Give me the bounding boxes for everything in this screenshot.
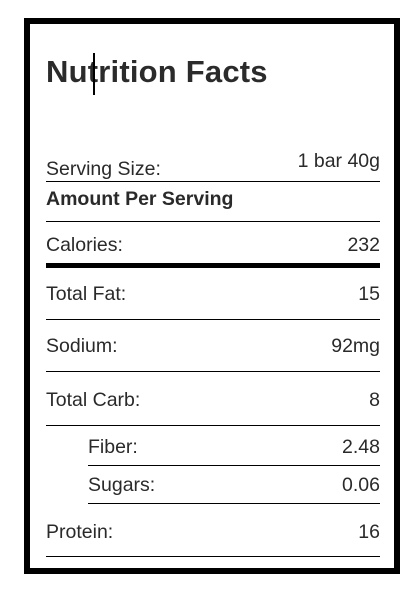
protein-label: Protein: <box>46 521 114 543</box>
nutrient-value: 15 <box>358 283 380 305</box>
protein-row: Protein: 16 <box>46 504 380 557</box>
nutrient-row-total-fat: Total Fat: 15 <box>46 268 380 320</box>
nutrient-label: Sodium: <box>46 335 118 357</box>
serving-size-row: Serving Size: 1 bar 40g <box>46 142 380 182</box>
nutrient-row-sodium: Sodium: 92mg <box>46 320 380 372</box>
serving-size-label: Serving Size: <box>46 158 161 180</box>
sub-nutrient-value: 0.06 <box>342 474 380 496</box>
calories-label: Calories: <box>46 234 123 256</box>
calories-row: Calories: 232 <box>46 222 380 268</box>
sub-nutrient-label: Fiber: <box>88 436 138 458</box>
protein-value: 16 <box>358 521 380 543</box>
calories-value: 232 <box>347 234 380 256</box>
nutrient-value: 92mg <box>331 335 380 357</box>
serving-size-value: 1 bar 40g <box>297 150 380 172</box>
nutrition-label: Nutrition Facts Serving Size: 1 bar 40g … <box>24 18 400 574</box>
amount-per-serving-heading: Amount Per Serving <box>46 188 380 222</box>
sub-nutrient-row-fiber: Fiber: 2.48 <box>88 426 380 466</box>
sub-nutrient-row-sugars: Sugars: 0.06 <box>88 466 380 504</box>
sub-nutrient-value: 2.48 <box>342 436 380 458</box>
nutrient-label: Total Fat: <box>46 283 127 305</box>
text-cursor <box>93 53 95 95</box>
sub-nutrient-label: Sugars: <box>88 474 156 496</box>
nutrient-value: 8 <box>369 389 380 411</box>
nutrition-title[interactable]: Nutrition Facts <box>46 54 268 89</box>
nutrient-label: Total Carb: <box>46 389 141 411</box>
nutrient-row-total-carb: Total Carb: 8 <box>46 372 380 426</box>
